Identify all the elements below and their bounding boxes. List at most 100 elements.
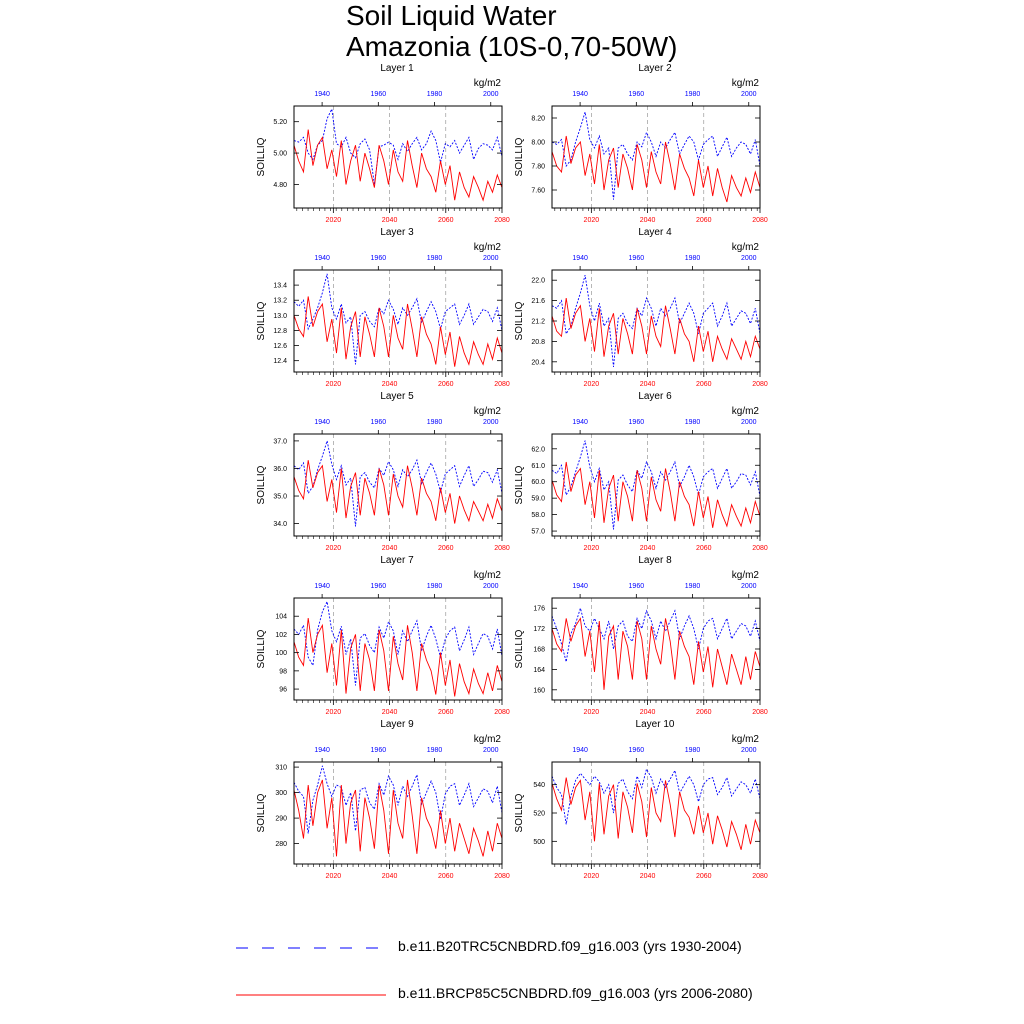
x-top-tick-label: 1940 bbox=[572, 255, 588, 262]
x-top-tick-label: 1980 bbox=[427, 419, 443, 426]
series-historical bbox=[551, 767, 761, 825]
panel-title: Layer 4 bbox=[638, 227, 672, 238]
x-top-tick-label: 1960 bbox=[629, 583, 645, 590]
y-tick-label: 59.0 bbox=[531, 496, 545, 503]
x-top-tick-label: 1940 bbox=[314, 583, 330, 590]
x-top-tick-label: 1940 bbox=[572, 419, 588, 426]
x-top-tick-label: 1960 bbox=[371, 255, 387, 262]
y-tick-label: 13.0 bbox=[273, 313, 287, 320]
x-top-tick-label: 1980 bbox=[685, 419, 701, 426]
x-bottom-tick-label: 2040 bbox=[382, 217, 398, 224]
x-bottom-tick-label: 2060 bbox=[696, 217, 712, 224]
units-label: kg/m2 bbox=[732, 406, 760, 417]
y-tick-label: 34.0 bbox=[273, 521, 287, 528]
x-top-tick-label: 2000 bbox=[741, 91, 757, 98]
y-tick-label: 98 bbox=[279, 668, 287, 675]
series-future bbox=[551, 461, 761, 528]
y-tick-label: 4.80 bbox=[273, 182, 287, 189]
x-top-tick-label: 1940 bbox=[572, 91, 588, 98]
y-tick-label: 160 bbox=[533, 687, 545, 694]
x-bottom-tick-label: 2060 bbox=[438, 709, 454, 716]
y-axis-label: SOILLIQ bbox=[256, 793, 267, 832]
units-label: kg/m2 bbox=[474, 406, 502, 417]
legend-historical-swatch bbox=[236, 947, 386, 949]
chart-panel-9: Layer 9 kg/m2 310 300 290 280 1940 1960 1980 2000… bbox=[256, 719, 510, 880]
x-bottom-tick-label: 2060 bbox=[438, 545, 454, 552]
x-bottom-tick-label: 2040 bbox=[382, 709, 398, 716]
panel-title: Layer 9 bbox=[380, 719, 414, 730]
y-axis-label: SOILLIQ bbox=[256, 137, 267, 176]
x-bottom-tick-label: 2040 bbox=[640, 873, 656, 880]
series-future bbox=[551, 777, 761, 850]
y-axis-label: SOILLIQ bbox=[514, 629, 525, 668]
series-historical bbox=[293, 600, 503, 686]
units-label: kg/m2 bbox=[474, 734, 502, 745]
units-label: kg/m2 bbox=[474, 570, 502, 581]
y-tick-label: 7.60 bbox=[531, 188, 545, 195]
chart-panel-3: Layer 3 kg/m2 13.4 13.2 13.0 12.8 12.6 12.4 1940… bbox=[256, 227, 510, 388]
x-bottom-tick-label: 2080 bbox=[494, 545, 510, 552]
x-bottom-tick-label: 2060 bbox=[696, 873, 712, 880]
x-top-tick-label: 1980 bbox=[427, 747, 443, 754]
x-top-tick-label: 1960 bbox=[629, 255, 645, 262]
panel-title: Layer 7 bbox=[380, 555, 414, 566]
y-tick-label: 61.0 bbox=[531, 463, 545, 470]
y-tick-label: 21.6 bbox=[531, 298, 545, 305]
x-bottom-tick-label: 2080 bbox=[752, 709, 768, 716]
y-tick-label: 96 bbox=[279, 687, 287, 694]
y-tick-label: 12.6 bbox=[273, 343, 287, 350]
y-tick-label: 12.8 bbox=[273, 328, 287, 335]
y-tick-label: 5.20 bbox=[273, 119, 287, 126]
series-historical bbox=[293, 440, 503, 527]
x-top-tick-label: 1960 bbox=[629, 419, 645, 426]
y-tick-label: 8.00 bbox=[531, 140, 545, 147]
series-historical bbox=[551, 111, 761, 200]
y-axis-label: SOILLIQ bbox=[514, 465, 525, 504]
y-tick-label: 520 bbox=[533, 811, 545, 818]
x-top-tick-label: 2000 bbox=[741, 583, 757, 590]
y-tick-label: 102 bbox=[275, 632, 287, 639]
panel-title: Layer 5 bbox=[380, 391, 414, 402]
y-tick-label: 35.0 bbox=[273, 494, 287, 501]
legend-future: b.e11.BRCP85C5CNBDRD.f09_g16.003 (yrs 20… bbox=[236, 985, 796, 1005]
title-line-2: Amazonia (10S-0,70-50W) bbox=[346, 31, 678, 62]
y-tick-label: 37.0 bbox=[273, 438, 287, 445]
y-axis-label: SOILLIQ bbox=[514, 137, 525, 176]
series-historical bbox=[551, 274, 761, 367]
x-top-tick-label: 1960 bbox=[629, 91, 645, 98]
y-tick-label: 22.0 bbox=[531, 278, 545, 285]
x-top-tick-label: 2000 bbox=[741, 255, 757, 262]
y-axis-label: SOILLIQ bbox=[514, 301, 525, 340]
y-tick-label: 58.0 bbox=[531, 512, 545, 519]
x-bottom-tick-label: 2060 bbox=[696, 709, 712, 716]
y-tick-label: 60.0 bbox=[531, 479, 545, 486]
x-bottom-tick-label: 2080 bbox=[494, 217, 510, 224]
legend-historical: b.e11.B20TRC5CNBDRD.f09_g16.003 (yrs 193… bbox=[236, 938, 796, 958]
y-tick-label: 20.8 bbox=[531, 339, 545, 346]
x-top-tick-label: 1980 bbox=[685, 583, 701, 590]
x-bottom-tick-label: 2080 bbox=[752, 217, 768, 224]
x-bottom-tick-label: 2040 bbox=[640, 381, 656, 388]
legend-historical-label: b.e11.B20TRC5CNBDRD.f09_g16.003 (yrs 193… bbox=[398, 938, 742, 954]
x-top-tick-label: 2000 bbox=[483, 583, 499, 590]
x-bottom-tick-label: 2080 bbox=[752, 545, 768, 552]
x-bottom-tick-label: 2020 bbox=[584, 217, 600, 224]
x-bottom-tick-label: 2020 bbox=[326, 381, 342, 388]
x-top-tick-label: 1960 bbox=[371, 91, 387, 98]
series-future bbox=[293, 460, 503, 524]
x-bottom-tick-label: 2020 bbox=[326, 545, 342, 552]
x-top-tick-label: 1940 bbox=[314, 91, 330, 98]
x-bottom-tick-label: 2040 bbox=[382, 545, 398, 552]
panel-title: Layer 1 bbox=[380, 63, 414, 74]
x-top-tick-label: 2000 bbox=[483, 255, 499, 262]
chart-panel-10: Layer 10 kg/m2 540 520 500 1940 1960 1980 2000 20… bbox=[514, 719, 768, 880]
y-tick-label: 36.0 bbox=[273, 466, 287, 473]
y-tick-label: 176 bbox=[533, 606, 545, 613]
x-top-tick-label: 1980 bbox=[427, 583, 443, 590]
y-tick-label: 300 bbox=[275, 790, 287, 797]
x-bottom-tick-label: 2020 bbox=[584, 545, 600, 552]
y-tick-label: 20.4 bbox=[531, 359, 545, 366]
panel-title: Layer 2 bbox=[638, 63, 672, 74]
panel-title: Layer 10 bbox=[636, 719, 675, 730]
x-top-tick-label: 2000 bbox=[483, 419, 499, 426]
